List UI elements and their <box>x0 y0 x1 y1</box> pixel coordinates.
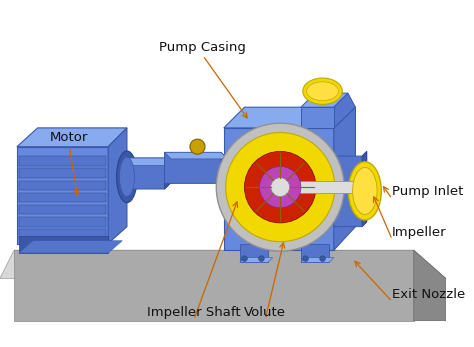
Polygon shape <box>301 258 334 262</box>
Ellipse shape <box>119 157 135 196</box>
Polygon shape <box>19 193 106 202</box>
Polygon shape <box>301 93 348 107</box>
Ellipse shape <box>307 82 338 101</box>
Polygon shape <box>164 152 228 183</box>
Circle shape <box>226 133 335 242</box>
Ellipse shape <box>117 151 137 203</box>
Polygon shape <box>334 151 367 227</box>
Polygon shape <box>221 152 228 183</box>
Polygon shape <box>221 168 228 200</box>
Polygon shape <box>240 244 268 262</box>
Circle shape <box>216 123 344 251</box>
Text: Impeller Shaft: Impeller Shaft <box>147 306 241 319</box>
Polygon shape <box>164 152 228 159</box>
Circle shape <box>320 256 325 261</box>
Ellipse shape <box>348 162 381 220</box>
Polygon shape <box>19 217 106 227</box>
Polygon shape <box>280 181 362 193</box>
Polygon shape <box>17 128 127 147</box>
Polygon shape <box>125 158 172 166</box>
Polygon shape <box>414 250 446 321</box>
Text: Pump Inlet: Pump Inlet <box>392 185 464 198</box>
Circle shape <box>242 256 247 261</box>
Circle shape <box>260 167 301 208</box>
Circle shape <box>271 178 290 196</box>
Polygon shape <box>362 151 367 227</box>
Polygon shape <box>301 107 334 128</box>
Text: Volute: Volute <box>244 306 286 319</box>
Circle shape <box>259 256 264 261</box>
Polygon shape <box>224 107 356 128</box>
Polygon shape <box>301 244 329 262</box>
Polygon shape <box>19 168 106 178</box>
Polygon shape <box>164 158 172 189</box>
Polygon shape <box>240 258 273 262</box>
Polygon shape <box>125 158 172 189</box>
Polygon shape <box>224 128 334 250</box>
Polygon shape <box>334 107 356 250</box>
Polygon shape <box>108 128 127 244</box>
Polygon shape <box>19 229 106 239</box>
Polygon shape <box>334 93 356 128</box>
Text: Exit Nozzle: Exit Nozzle <box>392 288 465 301</box>
Polygon shape <box>17 147 108 244</box>
Ellipse shape <box>353 167 377 214</box>
Circle shape <box>245 151 316 223</box>
Text: Pump Casing: Pump Casing <box>159 41 246 54</box>
Polygon shape <box>0 250 446 278</box>
Circle shape <box>303 256 309 261</box>
Polygon shape <box>19 156 106 166</box>
Circle shape <box>190 139 205 154</box>
Text: Impeller: Impeller <box>392 226 447 239</box>
Polygon shape <box>19 241 122 253</box>
Ellipse shape <box>303 78 342 104</box>
Polygon shape <box>19 180 106 190</box>
Polygon shape <box>19 205 106 214</box>
Polygon shape <box>14 250 414 321</box>
Text: Motor: Motor <box>50 131 88 144</box>
Polygon shape <box>19 236 108 253</box>
